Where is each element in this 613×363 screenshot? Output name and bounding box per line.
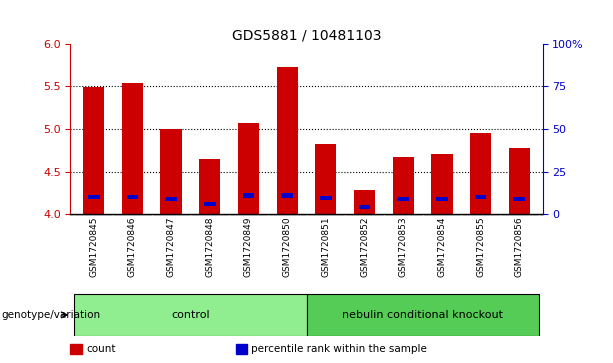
Bar xyxy=(243,193,254,197)
Bar xyxy=(126,195,139,199)
Bar xyxy=(238,123,259,214)
Title: GDS5881 / 10481103: GDS5881 / 10481103 xyxy=(232,28,381,42)
Bar xyxy=(397,197,409,201)
Text: GSM1720856: GSM1720856 xyxy=(515,217,524,277)
Text: GSM1720855: GSM1720855 xyxy=(476,217,485,277)
Bar xyxy=(306,294,539,336)
Bar xyxy=(436,197,447,201)
Text: GSM1720848: GSM1720848 xyxy=(205,217,215,277)
Bar xyxy=(320,196,332,200)
Text: count: count xyxy=(86,344,116,354)
Bar xyxy=(235,344,248,354)
Bar xyxy=(199,159,221,214)
Bar xyxy=(474,195,487,199)
Bar xyxy=(470,133,491,214)
Text: GSM1720851: GSM1720851 xyxy=(321,217,330,277)
Text: GSM1720852: GSM1720852 xyxy=(360,217,369,277)
Bar xyxy=(315,144,337,214)
Text: control: control xyxy=(171,310,210,320)
Bar xyxy=(359,205,370,209)
Bar xyxy=(281,193,293,197)
Bar xyxy=(276,68,298,214)
Text: GSM1720847: GSM1720847 xyxy=(167,217,175,277)
Text: GSM1720854: GSM1720854 xyxy=(438,217,446,277)
Text: genotype/variation: genotype/variation xyxy=(2,310,101,320)
Bar xyxy=(514,197,525,201)
Bar xyxy=(392,157,414,214)
Bar xyxy=(88,195,99,199)
Text: GSM1720850: GSM1720850 xyxy=(283,217,292,277)
Text: nebulin conditional knockout: nebulin conditional knockout xyxy=(342,310,503,320)
Bar xyxy=(204,202,216,206)
Bar xyxy=(70,344,82,354)
Bar xyxy=(166,197,177,201)
Bar xyxy=(122,83,143,214)
Text: GSM1720845: GSM1720845 xyxy=(89,217,98,277)
Text: GSM1720853: GSM1720853 xyxy=(398,217,408,277)
Bar xyxy=(83,87,104,214)
Bar xyxy=(354,190,375,214)
Text: percentile rank within the sample: percentile rank within the sample xyxy=(251,344,427,354)
Bar xyxy=(509,148,530,214)
Text: GSM1720846: GSM1720846 xyxy=(128,217,137,277)
Bar xyxy=(74,294,306,336)
Text: GSM1720849: GSM1720849 xyxy=(244,217,253,277)
Bar xyxy=(161,129,181,214)
Bar xyxy=(432,154,452,214)
